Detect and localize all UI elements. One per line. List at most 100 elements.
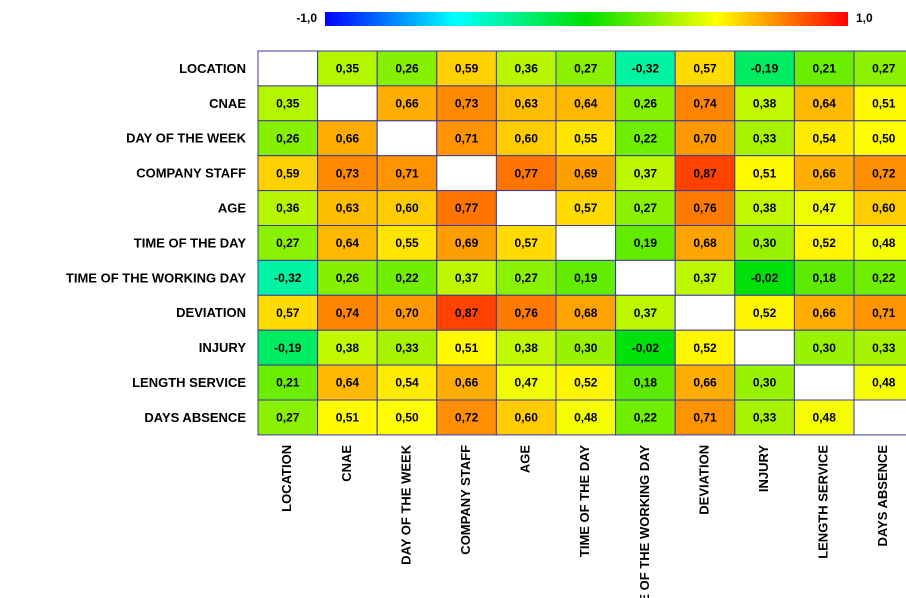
- cell-label: 0,60: [872, 201, 896, 215]
- empty-cell: [376, 120, 438, 157]
- cell-label: 0,69: [574, 166, 598, 180]
- cell: [317, 399, 378, 436]
- cell-label: -0,19: [751, 62, 779, 76]
- cell-label: 0,37: [634, 166, 658, 180]
- cell-label: 0,35: [276, 97, 300, 111]
- cell: [734, 259, 795, 296]
- cell-label: 0,69: [455, 236, 479, 250]
- cell-label: 0,57: [693, 62, 717, 76]
- cell-label: 0,51: [455, 341, 479, 355]
- cell-label: 0,36: [276, 201, 300, 215]
- cell: [436, 225, 497, 261]
- cell: [793, 294, 855, 331]
- cell: [793, 399, 855, 436]
- cell-label: 0,71: [395, 166, 419, 180]
- cell-label: 0,33: [753, 411, 777, 425]
- empty-cell: [674, 294, 736, 331]
- empty-cell: [853, 399, 906, 436]
- cell-label: 0,37: [455, 271, 479, 285]
- cell: [853, 50, 906, 87]
- cell: [793, 190, 855, 227]
- empty-cell: [555, 225, 617, 261]
- cell-label: 0,71: [455, 131, 479, 145]
- cell: [555, 155, 617, 192]
- cell-label: 0,48: [813, 411, 837, 425]
- colorbar: [325, 12, 848, 26]
- cell-label: 0,51: [336, 411, 360, 425]
- column-label: TIME OF THE WORKING DAY: [637, 445, 652, 598]
- cell-label: -0,19: [274, 341, 302, 355]
- cell: [376, 50, 438, 87]
- cell: [555, 329, 617, 366]
- cell: [615, 364, 676, 401]
- cell-label: 0,30: [574, 341, 598, 355]
- empty-cell: [317, 85, 378, 122]
- cell: [793, 120, 855, 157]
- cell: [853, 294, 906, 331]
- column-label: TIME OF THE DAY: [577, 445, 592, 558]
- cell-label: 0,55: [574, 131, 598, 145]
- cell-label: 0,60: [395, 201, 419, 215]
- column-label: AGE: [518, 445, 533, 474]
- cell-label: 0,51: [872, 97, 896, 111]
- row-label: AGE: [218, 200, 247, 215]
- column-label: DAY OF THE WEEK: [398, 444, 413, 565]
- cell-label: 0,22: [634, 131, 658, 145]
- cell: [257, 85, 319, 122]
- cell-label: 0,70: [693, 131, 717, 145]
- cell-label: 0,48: [574, 411, 598, 425]
- cell: [734, 225, 795, 261]
- empty-cell: [734, 329, 795, 366]
- cell-label: 0,66: [693, 376, 717, 390]
- cell-label: 0,63: [515, 97, 539, 111]
- cell-label: 0,37: [634, 306, 658, 320]
- cell: [734, 399, 795, 436]
- cell-label: 0,73: [455, 97, 479, 111]
- cell-label: 0,66: [813, 306, 837, 320]
- empty-cell: [793, 364, 855, 401]
- column-label: COMPANY STAFF: [458, 445, 473, 555]
- cell: [436, 364, 497, 401]
- cell: [555, 259, 617, 296]
- cell: [555, 120, 617, 157]
- cell: [555, 399, 617, 436]
- cell: [853, 364, 906, 401]
- cell: [436, 190, 497, 227]
- cell: [674, 190, 736, 227]
- cell: [793, 85, 855, 122]
- cell-label: 0,51: [753, 166, 777, 180]
- cell-label: 0,54: [395, 376, 419, 390]
- cell: [853, 259, 906, 296]
- cell-label: 0,26: [634, 97, 658, 111]
- row-label: DAYS ABSENCE: [144, 410, 246, 425]
- cell-label: 0,38: [753, 201, 777, 215]
- cell-label: 0,76: [693, 201, 717, 215]
- cell-label: 0,57: [276, 306, 300, 320]
- cell: [853, 225, 906, 261]
- cell-label: 0,30: [753, 236, 777, 250]
- cell: [317, 50, 378, 87]
- cell-label: 0,27: [574, 62, 598, 76]
- cell-label: 0,72: [455, 411, 479, 425]
- cell-label: 0,37: [693, 271, 717, 285]
- cell: [257, 225, 319, 261]
- cell: [674, 399, 736, 436]
- cell-label: 0,52: [574, 376, 598, 390]
- cell-label: 0,72: [872, 166, 896, 180]
- row-label: TIME OF THE WORKING DAY: [66, 270, 246, 285]
- cell-label: 0,21: [813, 62, 837, 76]
- cell-label: 0,74: [336, 306, 360, 320]
- empty-cell: [495, 190, 557, 227]
- cell-label: 0,66: [336, 131, 360, 145]
- cell-label: 0,26: [336, 271, 360, 285]
- cell: [257, 329, 319, 366]
- cell-label: -0,02: [632, 341, 660, 355]
- cell: [674, 225, 736, 261]
- cell: [495, 259, 557, 296]
- cell: [317, 120, 378, 157]
- cell-label: 0,66: [813, 166, 837, 180]
- row-label: DAY OF THE WEEK: [126, 131, 247, 146]
- cell-label: 0,60: [515, 411, 539, 425]
- cell-label: 0,68: [574, 306, 598, 320]
